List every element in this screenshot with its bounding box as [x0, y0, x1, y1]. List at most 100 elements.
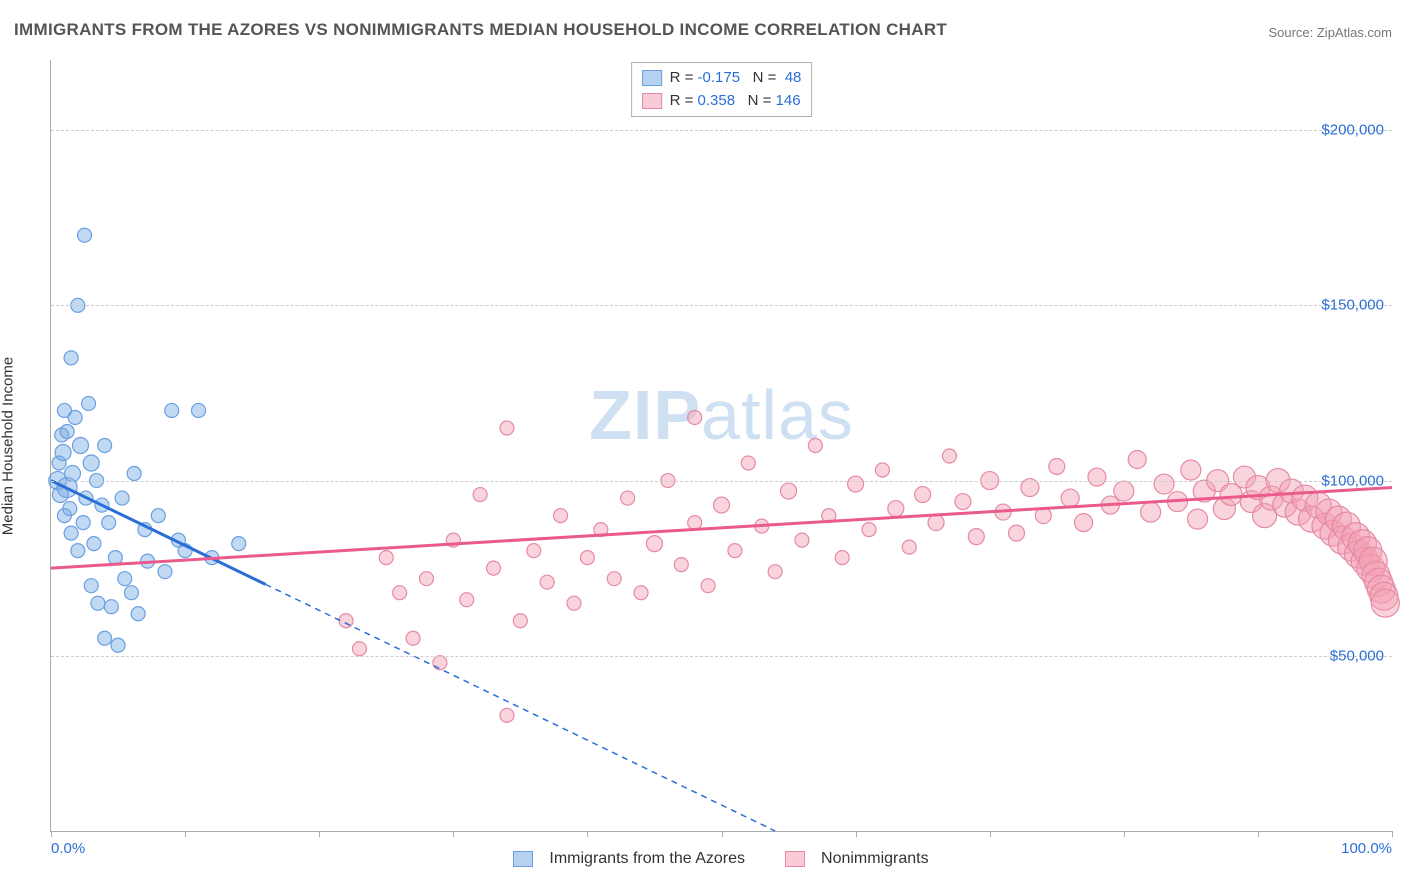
- data-point: [688, 410, 702, 424]
- data-point: [1154, 474, 1174, 494]
- data-point: [1061, 489, 1079, 507]
- data-point: [64, 351, 78, 365]
- y-tick-label: $100,000: [1321, 472, 1384, 489]
- data-point: [64, 526, 78, 540]
- x-tick: [1392, 831, 1393, 837]
- x-tick: [453, 831, 454, 837]
- y-axis-label: Median Household Income: [0, 357, 17, 535]
- data-point: [104, 600, 118, 614]
- data-point: [124, 586, 138, 600]
- data-point: [888, 501, 904, 517]
- data-point: [768, 565, 782, 579]
- data-point: [63, 502, 77, 516]
- data-point: [71, 544, 85, 558]
- data-point: [151, 509, 165, 523]
- gridline: [51, 481, 1392, 482]
- legend-swatch: [642, 70, 662, 86]
- data-point: [91, 596, 105, 610]
- x-tick: [51, 831, 52, 837]
- data-point: [339, 614, 353, 628]
- correlation-legend: R = -0.175 N = 48R = 0.358 N = 146: [631, 62, 813, 117]
- data-point: [64, 466, 80, 482]
- data-point: [1075, 514, 1093, 532]
- x-tick: [587, 831, 588, 837]
- data-point: [781, 483, 797, 499]
- data-point: [419, 572, 433, 586]
- data-point: [621, 491, 635, 505]
- data-point: [646, 536, 662, 552]
- legend-n-value: 146: [776, 90, 801, 113]
- data-point: [84, 579, 98, 593]
- data-point: [473, 488, 487, 502]
- chart-title: IMMIGRANTS FROM THE AZORES VS NONIMMIGRA…: [14, 20, 947, 40]
- data-point: [1088, 468, 1106, 486]
- x-tick: [1124, 831, 1125, 837]
- data-point: [98, 631, 112, 645]
- data-point: [68, 410, 82, 424]
- source-label: Source:: [1268, 25, 1316, 40]
- data-point: [554, 509, 568, 523]
- data-point: [1009, 525, 1025, 541]
- legend-label: Immigrants from the Azores: [549, 850, 745, 868]
- data-point: [674, 558, 688, 572]
- legend-item: Nonimmigrants: [785, 850, 929, 868]
- data-point: [406, 631, 420, 645]
- data-point: [165, 403, 179, 417]
- chart-source: Source: ZipAtlas.com: [1268, 25, 1392, 40]
- data-point: [73, 438, 89, 454]
- data-point: [968, 529, 984, 545]
- data-point: [1371, 589, 1399, 617]
- legend-row: R = -0.175 N = 48: [642, 67, 802, 90]
- data-point: [1049, 459, 1065, 475]
- data-point: [902, 540, 916, 554]
- data-point: [460, 593, 474, 607]
- data-point: [875, 463, 889, 477]
- data-point: [393, 586, 407, 600]
- data-point: [634, 586, 648, 600]
- data-point: [78, 228, 92, 242]
- data-point: [527, 544, 541, 558]
- x-tick: [1258, 831, 1259, 837]
- legend-n-label: N =: [735, 90, 775, 113]
- data-point: [500, 421, 514, 435]
- data-point: [513, 614, 527, 628]
- y-tick-label: $200,000: [1321, 122, 1384, 139]
- data-point: [540, 575, 554, 589]
- data-point: [714, 497, 730, 513]
- data-point: [741, 456, 755, 470]
- data-point: [55, 445, 71, 461]
- data-point: [1141, 502, 1161, 522]
- legend-n-value: 48: [785, 67, 802, 90]
- data-point: [131, 607, 145, 621]
- data-point: [87, 537, 101, 551]
- data-point: [808, 439, 822, 453]
- x-tick: [185, 831, 186, 837]
- data-point: [835, 551, 849, 565]
- data-point: [76, 516, 90, 530]
- legend-swatch: [642, 93, 662, 109]
- legend-swatch: [785, 851, 805, 867]
- data-point: [192, 403, 206, 417]
- legend-swatch: [513, 851, 533, 867]
- data-point: [83, 455, 99, 471]
- data-point: [118, 572, 132, 586]
- data-point: [955, 494, 971, 510]
- data-point: [567, 596, 581, 610]
- source-value: ZipAtlas.com: [1317, 25, 1392, 40]
- data-point: [862, 523, 876, 537]
- gridline: [51, 130, 1392, 131]
- data-point: [848, 476, 864, 492]
- legend-r-value: 0.358: [698, 90, 736, 113]
- data-point: [352, 642, 366, 656]
- plot-svg: [51, 60, 1392, 831]
- data-point: [928, 515, 944, 531]
- gridline: [51, 305, 1392, 306]
- data-point: [379, 551, 393, 565]
- legend-label: Nonimmigrants: [821, 850, 929, 868]
- y-tick-label: $50,000: [1330, 647, 1384, 664]
- data-point: [158, 565, 172, 579]
- legend-r-label: R =: [670, 67, 698, 90]
- data-point: [1128, 451, 1146, 469]
- x-tick: [990, 831, 991, 837]
- data-point: [942, 449, 956, 463]
